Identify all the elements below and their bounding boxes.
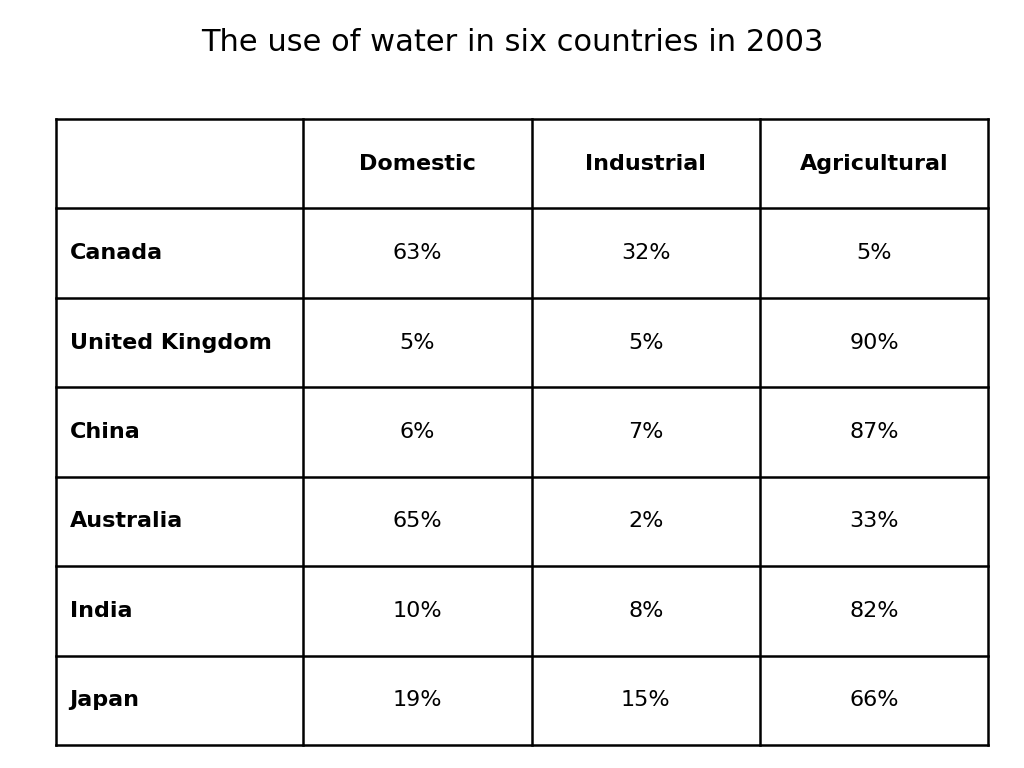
Text: 66%: 66%	[849, 690, 899, 710]
Text: United Kingdom: United Kingdom	[70, 333, 271, 353]
Text: 90%: 90%	[849, 333, 899, 353]
Text: 5%: 5%	[856, 243, 892, 263]
Text: 32%: 32%	[621, 243, 671, 263]
Text: The use of water in six countries in 2003: The use of water in six countries in 200…	[201, 28, 823, 57]
Text: Domestic: Domestic	[359, 154, 476, 174]
Text: Canada: Canada	[70, 243, 163, 263]
Text: Agricultural: Agricultural	[800, 154, 948, 174]
Text: Australia: Australia	[70, 511, 183, 531]
Text: 33%: 33%	[849, 511, 899, 531]
Text: Industrial: Industrial	[586, 154, 707, 174]
Text: 2%: 2%	[628, 511, 664, 531]
Text: 5%: 5%	[399, 333, 435, 353]
Text: 10%: 10%	[392, 601, 442, 621]
Text: 19%: 19%	[392, 690, 442, 710]
Text: 6%: 6%	[399, 422, 435, 442]
Text: Japan: Japan	[70, 690, 139, 710]
Text: 65%: 65%	[392, 511, 442, 531]
Text: 63%: 63%	[392, 243, 442, 263]
Text: 7%: 7%	[628, 422, 664, 442]
Text: 5%: 5%	[628, 333, 664, 353]
Text: India: India	[70, 601, 132, 621]
Text: China: China	[70, 422, 140, 442]
Text: 8%: 8%	[628, 601, 664, 621]
Text: 15%: 15%	[621, 690, 671, 710]
Text: 87%: 87%	[849, 422, 899, 442]
Text: 82%: 82%	[849, 601, 899, 621]
